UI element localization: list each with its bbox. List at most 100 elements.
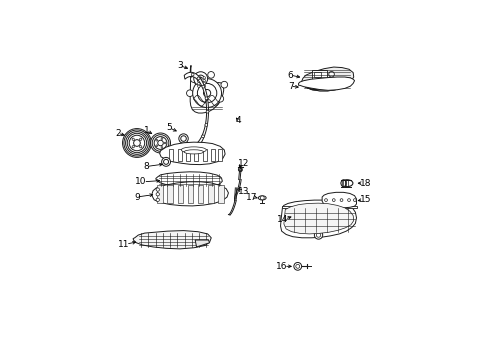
Bar <box>194 149 198 161</box>
Ellipse shape <box>203 77 205 79</box>
Circle shape <box>238 168 242 172</box>
Circle shape <box>196 143 199 146</box>
Circle shape <box>139 138 142 140</box>
Polygon shape <box>301 67 353 91</box>
Polygon shape <box>160 142 224 165</box>
Ellipse shape <box>203 82 205 85</box>
Circle shape <box>202 85 204 88</box>
Bar <box>185 149 189 161</box>
Circle shape <box>139 145 142 148</box>
Text: 7: 7 <box>287 82 293 91</box>
Circle shape <box>122 129 151 157</box>
Text: 5: 5 <box>166 123 172 132</box>
Bar <box>177 185 183 203</box>
Circle shape <box>332 199 334 202</box>
Circle shape <box>197 84 216 103</box>
Circle shape <box>197 77 200 80</box>
Text: 17: 17 <box>245 193 257 202</box>
Circle shape <box>133 140 140 146</box>
Circle shape <box>314 231 322 239</box>
Bar <box>187 185 193 203</box>
Circle shape <box>156 139 157 141</box>
Circle shape <box>239 169 241 170</box>
Circle shape <box>200 100 206 106</box>
Ellipse shape <box>340 180 346 186</box>
Ellipse shape <box>197 83 200 85</box>
Circle shape <box>328 72 334 77</box>
Circle shape <box>190 76 197 82</box>
Bar <box>218 185 224 203</box>
Circle shape <box>191 73 194 76</box>
Bar <box>218 149 222 161</box>
Ellipse shape <box>203 85 205 87</box>
Circle shape <box>132 145 134 148</box>
Circle shape <box>152 135 168 151</box>
Circle shape <box>161 147 163 148</box>
Text: 11: 11 <box>118 240 129 249</box>
Text: 18: 18 <box>359 179 371 188</box>
Circle shape <box>199 77 202 80</box>
Circle shape <box>192 79 221 108</box>
Circle shape <box>206 110 208 113</box>
Circle shape <box>293 262 301 270</box>
Ellipse shape <box>341 180 352 186</box>
Circle shape <box>193 72 207 86</box>
Bar <box>167 185 173 203</box>
Circle shape <box>340 199 342 202</box>
Ellipse shape <box>197 78 200 80</box>
Text: 12: 12 <box>238 159 249 168</box>
Polygon shape <box>298 77 354 90</box>
Circle shape <box>127 133 146 153</box>
Circle shape <box>324 199 327 202</box>
Circle shape <box>150 133 170 153</box>
Circle shape <box>201 135 204 138</box>
Ellipse shape <box>258 196 265 200</box>
Polygon shape <box>184 72 208 149</box>
Bar <box>177 149 181 161</box>
Circle shape <box>203 90 210 97</box>
Circle shape <box>164 142 166 144</box>
Circle shape <box>163 159 168 164</box>
Ellipse shape <box>197 75 200 77</box>
Polygon shape <box>156 172 222 187</box>
Circle shape <box>123 130 150 156</box>
Text: 8: 8 <box>143 162 149 171</box>
Circle shape <box>217 95 223 102</box>
Text: 1: 1 <box>143 126 149 135</box>
Circle shape <box>260 196 264 200</box>
Text: 2: 2 <box>115 129 121 138</box>
Polygon shape <box>190 66 224 113</box>
Polygon shape <box>322 192 356 208</box>
Circle shape <box>129 135 144 151</box>
Bar <box>281 206 356 208</box>
Circle shape <box>162 157 170 166</box>
Circle shape <box>156 188 159 191</box>
Text: 13: 13 <box>238 187 249 196</box>
Circle shape <box>221 81 227 88</box>
Ellipse shape <box>197 85 200 87</box>
Bar <box>198 185 203 203</box>
Circle shape <box>197 75 204 82</box>
Text: 16: 16 <box>275 262 286 271</box>
Polygon shape <box>284 203 353 234</box>
Polygon shape <box>302 81 350 91</box>
Text: 4: 4 <box>235 116 241 125</box>
Text: 10: 10 <box>135 177 146 186</box>
Circle shape <box>186 90 193 96</box>
Circle shape <box>158 140 163 146</box>
Text: 15: 15 <box>359 195 371 204</box>
Text: 9: 9 <box>134 193 140 202</box>
Bar <box>202 149 206 161</box>
Bar <box>169 149 173 161</box>
Circle shape <box>207 72 214 78</box>
Bar <box>313 72 320 77</box>
Circle shape <box>204 97 207 100</box>
Circle shape <box>125 132 148 154</box>
Circle shape <box>154 136 166 149</box>
Ellipse shape <box>197 80 200 82</box>
Polygon shape <box>195 240 209 247</box>
Text: 3: 3 <box>177 61 183 70</box>
Bar <box>207 185 213 203</box>
Circle shape <box>295 264 299 268</box>
Ellipse shape <box>181 147 206 153</box>
